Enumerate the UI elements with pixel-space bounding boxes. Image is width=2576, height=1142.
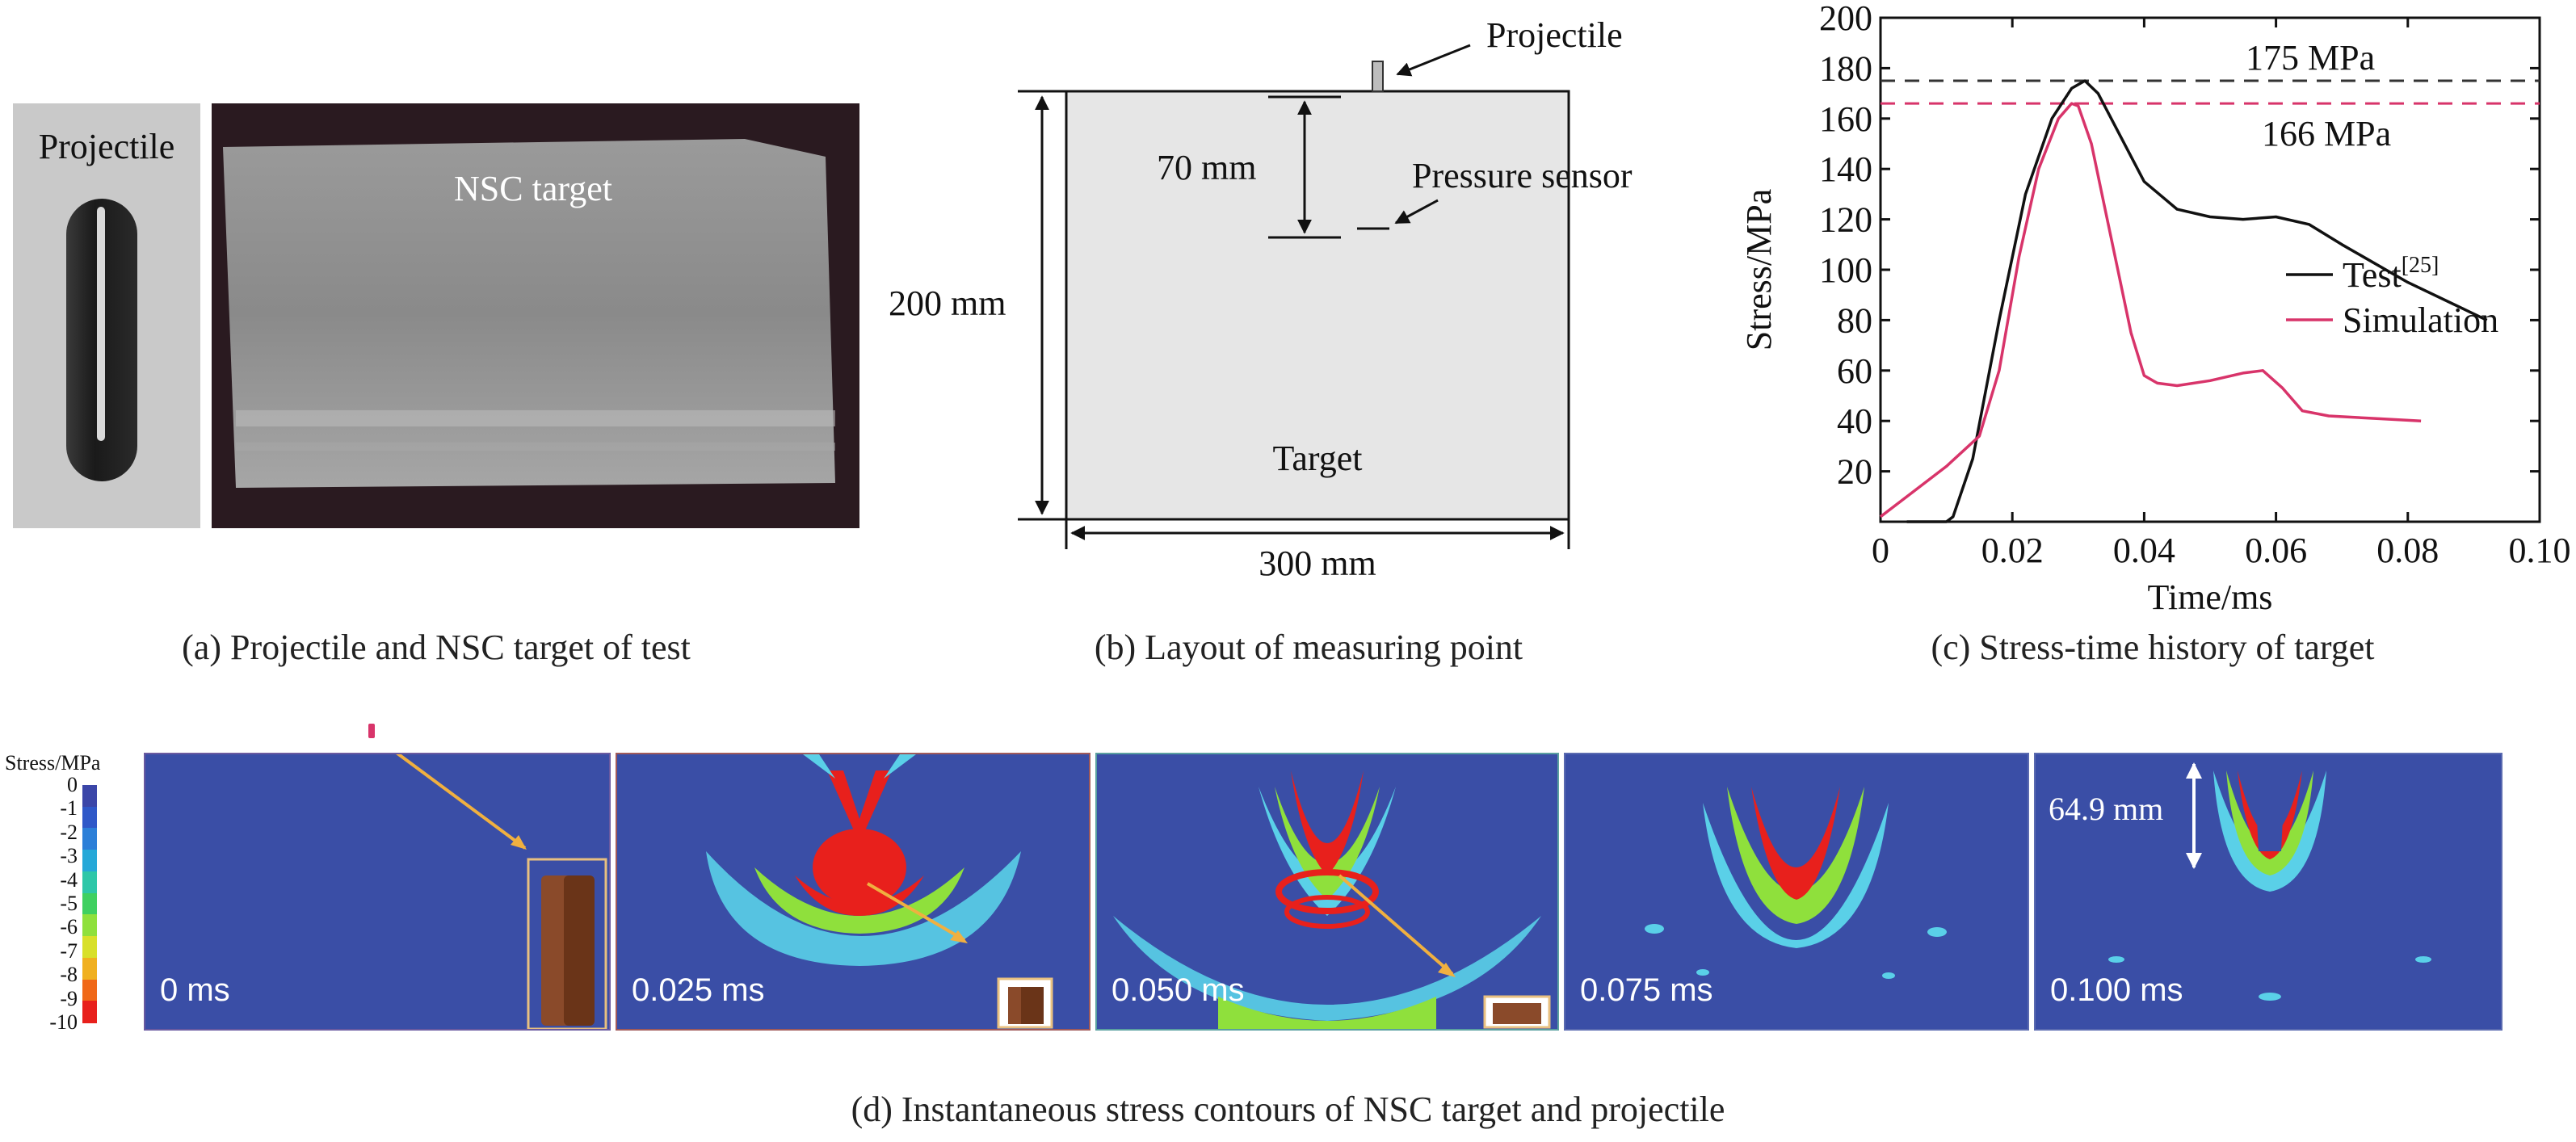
series-line: [1879, 102, 2422, 519]
caption-b: (b) Layout of measuring point: [1094, 628, 1523, 667]
colorbar-tick-label: -3: [60, 844, 78, 868]
nsc-target-label: NSC target: [454, 169, 612, 208]
colorbar-tick-label: -1: [60, 796, 78, 821]
colorbar: Stress/MPa 0 -1 -2 -3 -4 -5 -6 -7 -8 -9 -10: [5, 751, 134, 1034]
contour-frame-2: 0.050 ms: [1095, 753, 1559, 1031]
colorbar-tick-label: -10: [49, 1010, 78, 1034]
width-label: 300 mm: [1259, 544, 1376, 583]
target-label: Target: [1273, 439, 1363, 478]
stress-time-chart: 20 40 60 80 100 120 140 160 180 200 0 0.02 0.04 0.06 0…: [1739, 0, 2571, 614]
frame-0-projectile-marker: [368, 724, 375, 738]
colorbar-segment: [82, 979, 97, 1002]
colorbar-segment: [82, 892, 97, 916]
y-tick-label: 60: [1837, 351, 1872, 391]
frame-0-arrow-head: [511, 835, 527, 850]
colorbar-tick-label: -9: [60, 986, 78, 1010]
frame-1-graphic: [706, 754, 1053, 1029]
x-tick-label: 0: [1872, 531, 1889, 570]
x-tick-label: 0.08: [2376, 531, 2439, 570]
projectile-photo: Projectile: [13, 103, 200, 528]
frame-4-time: 0.100 ms: [2050, 972, 2183, 1008]
frame-3-graphic: [1645, 754, 1947, 979]
series-line: [1906, 79, 2488, 523]
colorbar-segment: [82, 850, 97, 872]
reference-label: 166 MPa: [2262, 114, 2391, 153]
colorbar-segment: [82, 871, 97, 894]
depth-label: 70 mm: [1157, 148, 1256, 187]
x-axis-label: Time/ms: [2148, 577, 2273, 614]
projectile-photo-label: Projectile: [38, 127, 175, 166]
y-tick-label: 140: [1819, 149, 1872, 189]
colorbar-segment: [82, 785, 97, 808]
colorbar-segment: [82, 914, 97, 938]
legend-superscript: [25]: [2402, 253, 2439, 278]
y-tick-label: 80: [1837, 300, 1872, 340]
target-rect: [1065, 90, 1570, 521]
colorbar-segment: [82, 1001, 97, 1023]
colorbar-tick-label: -7: [60, 938, 78, 963]
colorbar-segment: [82, 936, 97, 959]
y-tick-label: 200: [1819, 0, 1872, 38]
colorbar-tick-label: 0: [67, 773, 78, 796]
colorbar-title: Stress/MPa: [5, 751, 101, 775]
panel-a: Projectile NSC target: [13, 95, 859, 536]
frame-2-graphic: [1113, 770, 1551, 1029]
x-tick-label: 0.10: [2509, 531, 2571, 570]
colorbar-tick-label: -2: [60, 820, 78, 844]
colorbar-ticks: 0 -1 -2 -3 -4 -5 -6 -7 -8 -9 -10: [5, 773, 78, 1034]
legend-label: Test[25]: [2343, 253, 2439, 295]
y-tick-label: 100: [1819, 250, 1872, 290]
caption-a: (a) Projectile and NSC target of test: [182, 628, 691, 667]
frame-0-arrow: [396, 754, 527, 850]
frame-0-inset-frame: [527, 858, 607, 1029]
nsc-target-photo: NSC target: [212, 103, 859, 528]
legend-label: Simulation: [2343, 300, 2498, 340]
sensor-pointer: [1394, 199, 1439, 225]
colorbar-tick-label: -6: [60, 915, 78, 939]
plot-frame: [1879, 16, 2541, 523]
colorbar-tick-label: -4: [60, 867, 78, 892]
y-tick-label: 180: [1819, 48, 1872, 88]
frame-4-graphic: [2108, 754, 2431, 1001]
x-tick-label: 0.06: [2245, 531, 2307, 570]
caption-c: (c) Stress-time history of target: [1931, 628, 2375, 667]
frame-0-graphic: [396, 754, 607, 1029]
colorbar-segment: [82, 957, 97, 980]
frame-3-time: 0.075 ms: [1580, 972, 1713, 1008]
contour-frame-3: 0.075 ms: [1564, 753, 2029, 1031]
colorbar-segment: [82, 828, 97, 851]
caption-d: (d) Instantaneous stress contours of NSC…: [851, 1090, 1725, 1129]
projectile-pointer: [1396, 44, 1471, 77]
panel-b-layout: Projectile 70 mm Pressure sensor 200 mm …: [889, 15, 1633, 583]
frame-0-projectile-shade: [564, 875, 595, 1026]
sensor-label: Pressure sensor: [1412, 156, 1633, 195]
projectile-highlight: [97, 207, 105, 441]
contour-frame-0: 0 ms: [144, 753, 611, 1031]
y-tick-label: 20: [1837, 452, 1872, 492]
contour-frame-1: 0.025 ms: [616, 753, 1090, 1031]
x-tick-label: 0.04: [2113, 531, 2175, 570]
projectile-stub: [1372, 61, 1384, 92]
height-label: 200 mm: [889, 283, 1006, 323]
y-tick-label: 160: [1819, 99, 1872, 139]
frame-0-time: 0 ms: [160, 972, 230, 1008]
penetration-label: 64.9 mm: [2049, 791, 2164, 827]
x-tick-label: 0.02: [1981, 531, 2044, 570]
y-tick-label: 40: [1837, 401, 1872, 441]
frame-2-time: 0.050 ms: [1112, 972, 1245, 1008]
colorbar-tick-label: -5: [60, 892, 78, 915]
nsc-target-block: [223, 139, 835, 488]
colorbar-tick-label: -8: [60, 963, 78, 987]
frame-1-time: 0.025 ms: [632, 972, 765, 1008]
contour-frame-4: 64.9 mm 0.100 ms: [2034, 753, 2502, 1031]
reference-label: 175 MPa: [2246, 38, 2375, 78]
colorbar-segment: [82, 806, 97, 829]
y-tick-label: 120: [1819, 200, 1872, 240]
projectile-label: Projectile: [1486, 15, 1623, 55]
colorbar-strip: [82, 785, 97, 1023]
y-axis-label: Stress/MPa: [1739, 189, 1779, 351]
